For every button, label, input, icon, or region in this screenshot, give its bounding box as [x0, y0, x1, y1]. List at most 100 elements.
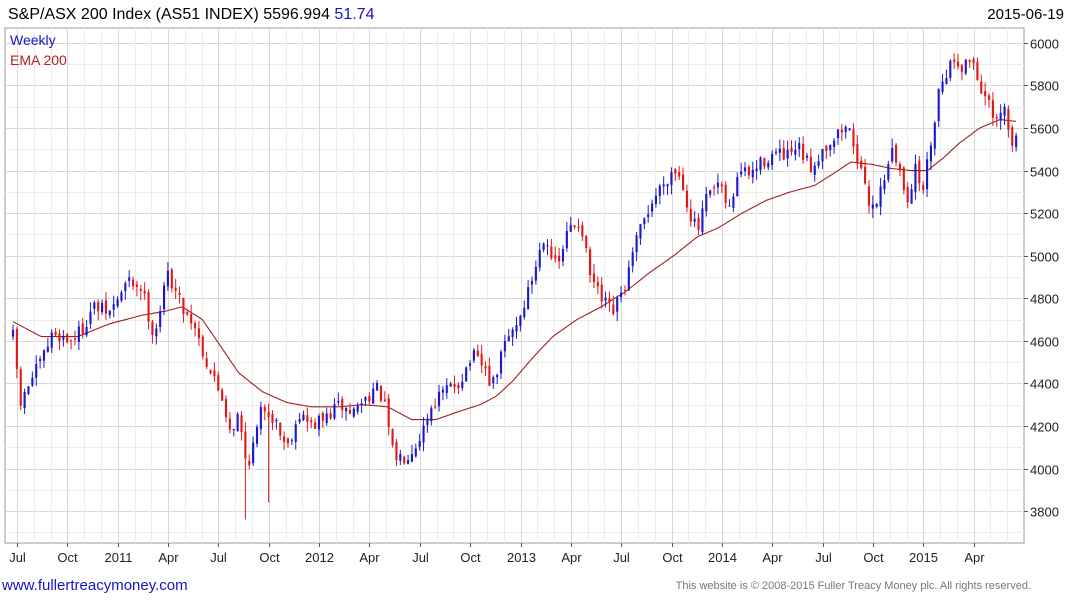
candle: [875, 203, 878, 209]
candle: [104, 291, 108, 321]
candle-body: [906, 187, 909, 203]
candle: [46, 337, 49, 353]
candle: [523, 300, 526, 320]
candle: [496, 373, 499, 385]
chart-title: S&P/ASX 200 Index (AS51 INDEX) 5596.994 …: [8, 6, 374, 24]
candle-body: [666, 184, 669, 187]
candle-body: [325, 413, 328, 424]
candle-body: [546, 245, 549, 247]
candle: [906, 182, 909, 209]
candle-body: [302, 414, 305, 421]
candle-body: [755, 168, 758, 171]
candle: [554, 246, 557, 263]
footer-link[interactable]: www.fullertreacymoney.com: [2, 577, 188, 594]
candle-body: [647, 214, 650, 218]
candle-body: [751, 169, 754, 178]
candle-body: [73, 338, 77, 340]
candle: [271, 410, 274, 431]
candle: [623, 285, 627, 296]
candle-body: [135, 284, 139, 287]
candle: [654, 188, 658, 208]
candle: [329, 408, 332, 420]
candle: [492, 375, 495, 389]
candle-body: [519, 315, 522, 326]
candle: [139, 284, 142, 301]
candle: [960, 63, 963, 81]
candle: [217, 371, 220, 392]
candle-body: [244, 431, 247, 459]
candle: [364, 396, 367, 407]
candle-body: [1011, 127, 1014, 146]
candle-body: [984, 91, 987, 97]
candle-body: [778, 148, 781, 153]
candle-body: [376, 382, 379, 391]
candle: [93, 300, 96, 315]
candle: [681, 167, 685, 191]
candle: [895, 143, 898, 167]
candle: [507, 328, 510, 342]
candle: [728, 199, 731, 207]
candle-body: [976, 61, 979, 81]
x-tick-label: Jul: [815, 550, 832, 565]
ema-line-group: [12, 119, 1017, 421]
candle: [39, 355, 42, 369]
candle-body: [298, 419, 301, 423]
candle-body: [914, 163, 917, 192]
candle-body: [159, 311, 162, 327]
x-tick-label: Oct: [57, 550, 78, 565]
y-tick-label: 5400: [1030, 165, 1059, 180]
candle-body: [631, 252, 634, 267]
candle-body: [670, 172, 673, 185]
candle-body: [476, 350, 479, 356]
candle-body: [372, 388, 375, 404]
candle-body: [949, 60, 952, 78]
candle: [937, 88, 940, 128]
candle: [705, 186, 708, 217]
candle: [252, 436, 255, 467]
candle-body: [42, 350, 46, 361]
candle: [321, 411, 324, 428]
candle: [620, 285, 623, 303]
candle: [778, 139, 781, 162]
candle: [670, 167, 673, 195]
candle-body: [259, 406, 262, 430]
candle-body: [468, 363, 472, 366]
candle-body: [697, 217, 700, 231]
x-tick-label: Oct: [863, 550, 884, 565]
candle-body: [554, 255, 557, 259]
candle: [201, 334, 204, 360]
candle-body: [658, 185, 661, 197]
candle-body: [577, 226, 580, 228]
candle-body: [527, 287, 530, 309]
candle: [956, 53, 960, 70]
candle: [585, 234, 588, 253]
candle-body: [651, 203, 654, 212]
candle: [918, 155, 921, 192]
candle-body: [19, 369, 22, 406]
candle-body: [449, 383, 452, 387]
candle-body: [23, 392, 26, 409]
candle-body: [956, 61, 960, 67]
candle: [151, 319, 154, 344]
candle-body: [279, 423, 282, 436]
legend-ema: EMA 200: [10, 52, 67, 68]
candle-body: [228, 418, 231, 430]
candle: [120, 290, 123, 303]
candle-body: [310, 420, 313, 423]
candle-body: [662, 184, 665, 187]
candle: [685, 184, 688, 213]
candle-body: [871, 204, 874, 209]
candle: [461, 373, 464, 391]
candle: [987, 93, 991, 108]
candle-body: [635, 235, 638, 253]
candle: [565, 221, 568, 252]
candle-body: [627, 267, 630, 291]
candle-body: [678, 172, 681, 177]
candle-body: [922, 185, 925, 190]
candle: [302, 410, 305, 422]
candle-body: [589, 249, 592, 276]
candle: [31, 371, 34, 387]
candle: [108, 309, 111, 319]
candle: [279, 422, 282, 441]
candle-body: [674, 169, 677, 174]
